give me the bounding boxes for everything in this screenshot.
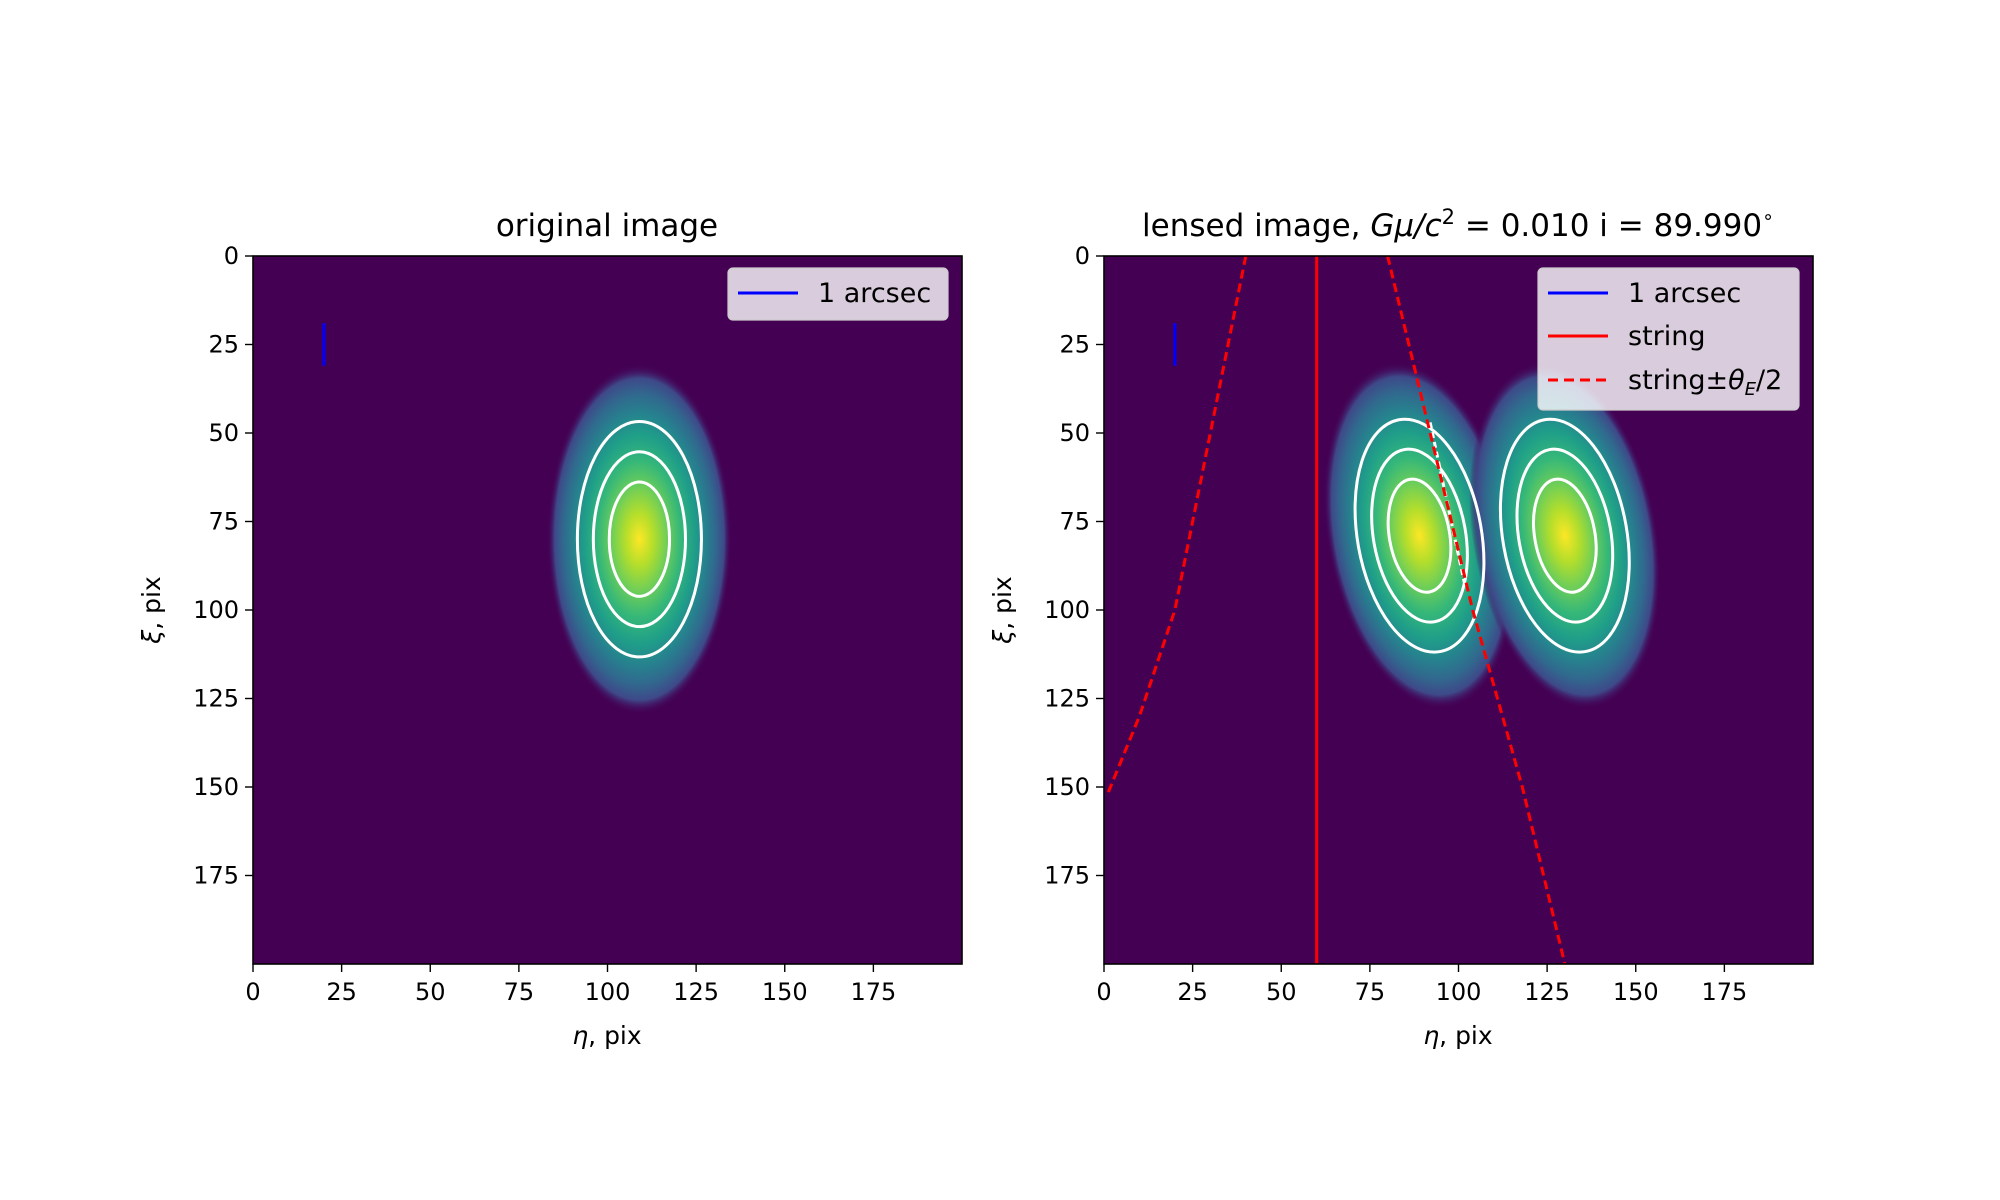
- right-ylabel-unit: , pix: [988, 576, 1017, 630]
- right-contour-1-1: [1515, 447, 1615, 624]
- left-legend: 1 arcsec: [727, 267, 949, 321]
- right-contour-0-0: [1386, 477, 1453, 594]
- right-title: lensed image, Gμ/c2 = 0.010 i = 89.990∘: [1142, 205, 1774, 244]
- left-ylabel-symbol: ξ: [137, 629, 166, 645]
- left-source-0: [547, 364, 732, 715]
- right-title-prefix: lensed image,: [1142, 208, 1370, 244]
- right-source-0: [1323, 362, 1516, 709]
- right-string-bounds: [1106, 256, 1567, 964]
- right-title-degree: ∘: [1762, 206, 1774, 228]
- right-legend: 1 arcsec string string±θE/2: [1537, 267, 1800, 411]
- right-title-c: /c: [1411, 208, 1442, 244]
- left-xlabel-symbol: η: [572, 1021, 588, 1050]
- right-ytick-label: 125: [1044, 685, 1090, 713]
- right-ytick-label: 0: [1075, 242, 1090, 270]
- left-title: original image: [496, 208, 718, 244]
- right-legend-label-string-bounds: string±θE/2: [1628, 365, 1782, 400]
- left-ytick-label: 75: [208, 508, 239, 536]
- right-ytick-label: 150: [1044, 773, 1090, 801]
- left-legend-label-arcsec: 1 arcsec: [818, 278, 931, 309]
- right-ytick-label: 50: [1059, 419, 1090, 447]
- left-contours: [575, 419, 703, 659]
- left-contour-0-1: [591, 450, 687, 629]
- left-xtick-label: 175: [850, 978, 896, 1006]
- right-x-ticks: 0 25 50 75 100 125 150 175: [1096, 964, 1747, 1006]
- right-ylabel-symbol: ξ: [988, 629, 1017, 645]
- right-xtick-label: 0: [1096, 978, 1111, 1006]
- right-legend-label-theta: θ: [1728, 365, 1745, 396]
- left-plot-area: [253, 256, 962, 964]
- right-xtick-label: 75: [1355, 978, 1386, 1006]
- right-sources: [1323, 362, 1661, 709]
- left-xtick-label: 100: [585, 978, 631, 1006]
- right-ylabel: ξ, pix: [988, 576, 1017, 644]
- left-panel: original image 0 25 50 75 100 125 150 175 0 25 50…: [137, 208, 963, 1050]
- left-xtick-label: 125: [673, 978, 719, 1006]
- left-ytick-label: 150: [193, 773, 239, 801]
- right-legend-label-suffix: /2: [1756, 365, 1782, 396]
- left-ylabel: ξ, pix: [137, 576, 166, 644]
- left-ytick-label: 50: [208, 419, 239, 447]
- right-ytick-label: 175: [1044, 862, 1090, 890]
- right-xtick-label: 100: [1436, 978, 1482, 1006]
- right-xtick-label: 175: [1701, 978, 1747, 1006]
- left-xtick-label: 25: [326, 978, 357, 1006]
- right-xtick-label: 150: [1613, 978, 1659, 1006]
- right-xlabel: η, pix: [1423, 1021, 1492, 1050]
- right-source-1: [1469, 362, 1661, 709]
- left-xtick-label: 75: [504, 978, 535, 1006]
- left-ytick-label: 0: [224, 242, 239, 270]
- right-title-mu: μ: [1393, 208, 1414, 244]
- right-title-suffix: = 0.010 i = 89.990: [1455, 208, 1762, 244]
- right-contour-1-0: [1532, 477, 1598, 594]
- left-sources: [547, 364, 732, 715]
- right-legend-label-sub: E: [1745, 379, 1757, 400]
- right-title-G: G: [1370, 208, 1394, 244]
- left-xtick-label: 0: [245, 978, 260, 1006]
- right-legend-label-arcsec: 1 arcsec: [1628, 278, 1741, 309]
- right-contour-0-1: [1370, 447, 1469, 624]
- right-xtick-label: 125: [1524, 978, 1570, 1006]
- left-xtick-label: 50: [415, 978, 446, 1006]
- left-ylabel-unit: , pix: [137, 576, 166, 630]
- right-legend-label-string-prefix: string±: [1628, 365, 1728, 396]
- right-ytick-label: 75: [1059, 508, 1090, 536]
- right-legend-box: [1537, 267, 1800, 411]
- right-xlabel-symbol: η: [1423, 1021, 1439, 1050]
- right-ytick-label: 100: [1044, 596, 1090, 624]
- left-ytick-label: 25: [208, 331, 239, 359]
- right-panel: lensed image, Gμ/c2 = 0.010 i = 89.990∘ …: [988, 205, 1814, 1050]
- left-ytick-label: 100: [193, 596, 239, 624]
- left-xlabel: η, pix: [572, 1021, 641, 1050]
- right-legend-label-string: string: [1628, 321, 1706, 352]
- left-x-ticks: 0 25 50 75 100 125 150 175: [245, 964, 896, 1006]
- left-ytick-label: 175: [193, 862, 239, 890]
- left-xtick-label: 150: [762, 978, 808, 1006]
- right-y-ticks: 0 25 50 75 100 125 150 175: [1044, 242, 1104, 890]
- right-title-exp: 2: [1442, 205, 1455, 229]
- right-xlabel-unit: , pix: [1439, 1021, 1493, 1050]
- left-contour-0-0: [607, 480, 672, 598]
- left-y-ticks: 0 25 50 75 100 125 150 175: [193, 242, 253, 890]
- right-contour-0-2: [1353, 417, 1486, 654]
- right-contour-1-2: [1498, 417, 1631, 654]
- right-xtick-label: 25: [1177, 978, 1208, 1006]
- left-contour-0-2: [575, 419, 703, 659]
- right-string-bound-0: [1106, 256, 1248, 795]
- left-xlabel-unit: , pix: [588, 1021, 642, 1050]
- left-legend-box: [727, 267, 949, 321]
- right-string-bound-1: [1386, 256, 1567, 964]
- right-xtick-label: 50: [1266, 978, 1297, 1006]
- left-ytick-label: 125: [193, 685, 239, 713]
- right-ytick-label: 25: [1059, 331, 1090, 359]
